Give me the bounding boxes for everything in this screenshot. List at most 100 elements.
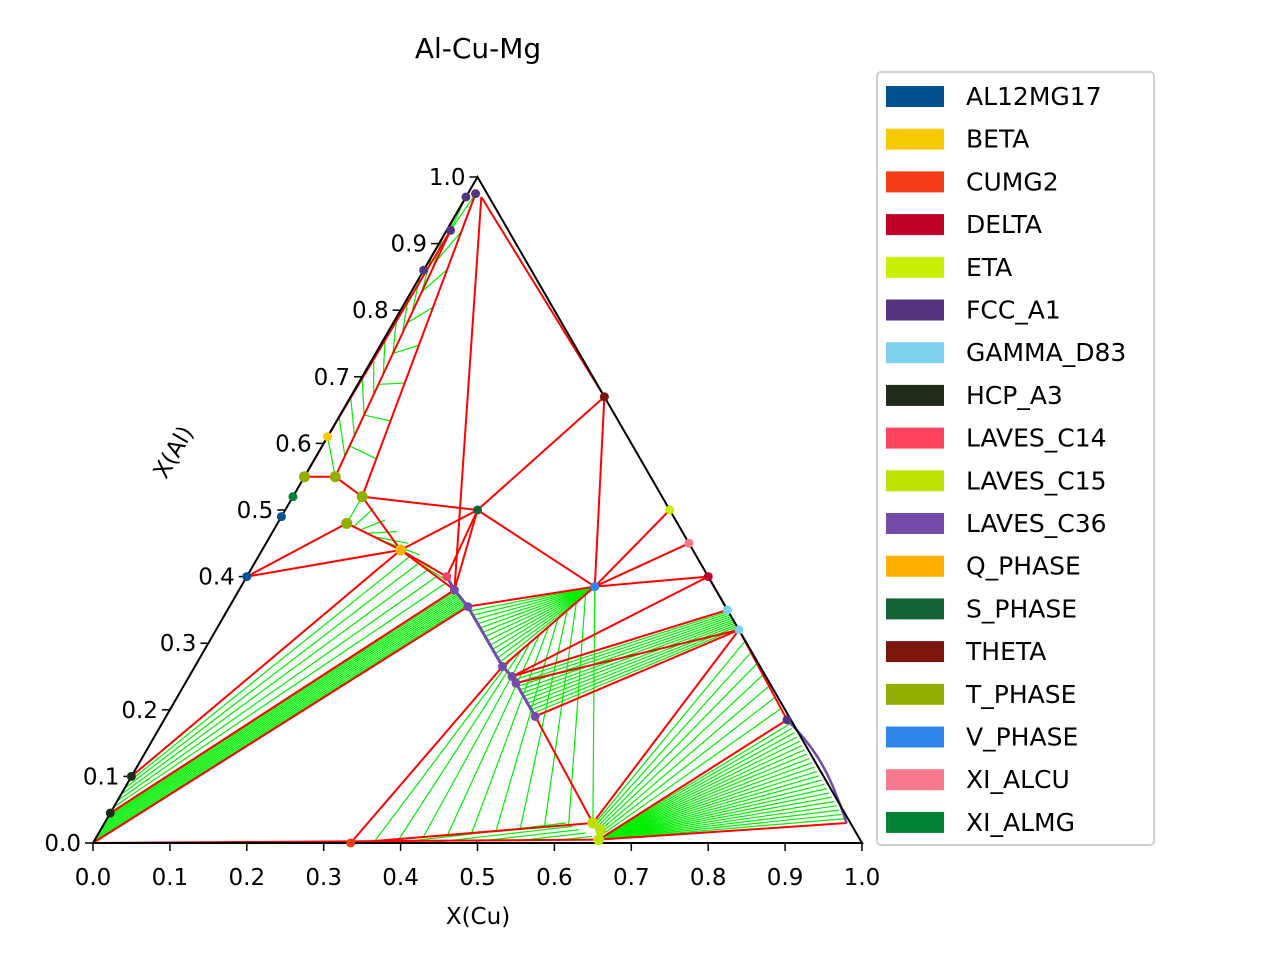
tie-line (595, 674, 764, 832)
tie-line (523, 619, 734, 698)
phase-boundary (511, 575, 709, 678)
legend: AL12MG17 BETA CUMG2 DELTA ETA FCC_A1 GAMMA_D83… (876, 71, 1155, 846)
tie-line (101, 597, 462, 829)
tie-line (533, 627, 739, 714)
tie-line-group (92, 193, 847, 844)
phase-boundary (349, 665, 504, 844)
phase-boundary (534, 715, 594, 824)
phase-boundary (594, 509, 671, 588)
phase-boundary (598, 718, 788, 841)
phase-boundary (598, 822, 847, 841)
x-tick-label: 0.6 (536, 865, 573, 891)
legend-swatch (886, 470, 944, 492)
tie-line (598, 792, 830, 841)
legend-swatch (886, 513, 944, 534)
tie-line (598, 762, 813, 841)
phase-point-theta (599, 392, 609, 402)
tie-line (598, 775, 820, 841)
x-tick-label: 0.5 (459, 865, 496, 891)
tie-line (95, 603, 466, 839)
legend-label: LAVES_C15 (966, 466, 1107, 495)
phase-boundary (361, 193, 477, 498)
tie-line (382, 336, 386, 375)
legend-swatch (886, 342, 944, 364)
tie-line (513, 610, 729, 681)
legend-label: ETA (966, 253, 1012, 282)
tie-line (494, 586, 596, 655)
legend-label: LAVES_C14 (966, 424, 1107, 453)
tie-line (593, 651, 752, 828)
tie-line (435, 231, 462, 262)
tie-line (497, 586, 596, 659)
phase-point-al12mg17 (276, 512, 286, 522)
y-tick-label: 0.0 (44, 831, 81, 857)
legend-swatch (886, 811, 944, 833)
legend-swatch (886, 598, 944, 620)
tie-line (421, 256, 432, 293)
tie-line (472, 586, 595, 616)
phase-point-laves_c36 (511, 678, 521, 688)
phase-point-t_phase (341, 517, 353, 529)
tie-line (568, 594, 587, 826)
tie-line (598, 757, 810, 841)
phase-point-xi_almg (288, 492, 298, 502)
phase-boundary (480, 196, 606, 398)
phase-markers (105, 189, 792, 848)
tie-line (598, 809, 840, 841)
tie-line (366, 531, 397, 534)
phase-point-laves_c36 (507, 672, 517, 681)
tie-line (598, 805, 837, 841)
phase-point-laves_c36 (449, 585, 459, 595)
y-axis: 0.0 0.1 0.2 0.3 0.4 0.5 0.6 0.7 0.8 0.9 1.0 (44, 165, 478, 857)
tie-line (446, 634, 540, 836)
tie-line (519, 615, 732, 691)
phase-point-v_phase (590, 582, 600, 592)
tie-line (471, 626, 550, 834)
y-tick-label: 1.0 (429, 165, 466, 191)
tie-line (107, 592, 457, 819)
tie-line (598, 779, 822, 841)
tie-line (519, 610, 568, 830)
phase-boundary (467, 585, 595, 608)
legend-label: FCC_A1 (966, 296, 1061, 325)
x-tick-label: 0.9 (767, 865, 804, 891)
tie-line (361, 376, 365, 416)
tie-line (482, 586, 595, 633)
y-tick-label: 0.8 (352, 298, 389, 324)
tie-line (527, 622, 736, 704)
phase-boundary (453, 509, 479, 591)
y-tick-label: 0.6 (275, 431, 312, 457)
phase-point-laves_c36 (463, 602, 473, 612)
legend-label: GAMMA_D83 (966, 338, 1126, 367)
phase-boundary (109, 589, 455, 814)
legend-swatch (886, 214, 944, 236)
tie-line (487, 586, 596, 642)
phase-boundary (362, 495, 478, 511)
phase-point-delta (703, 572, 713, 582)
y-tick-label: 0.7 (314, 365, 351, 391)
tie-line (598, 753, 808, 841)
tie-line (531, 625, 738, 711)
x-tick-label: 0.4 (382, 865, 419, 891)
legend-label: BETA (966, 125, 1029, 154)
legend-swatch (886, 555, 944, 577)
phase-point-gamma_d83 (722, 605, 732, 615)
tie-line (350, 396, 356, 436)
tie-line (593, 640, 746, 826)
tie-line (127, 556, 410, 783)
y-tick-label: 0.4 (198, 565, 235, 591)
tie-line (484, 586, 596, 638)
tie-line (475, 586, 595, 620)
tie-line (594, 663, 758, 830)
phase-boundary (400, 549, 456, 591)
x-tick-label: 0.1 (152, 865, 189, 891)
legend-swatch (886, 769, 944, 791)
phase-point-hcp_a3 (126, 771, 136, 781)
legend-swatch (886, 128, 944, 150)
legend-swatch (886, 726, 944, 748)
x-tick-label: 0.3 (305, 865, 342, 891)
legend-label: T_PHASE (965, 680, 1076, 709)
tie-line (113, 582, 446, 808)
phase-point-laves_c15 (593, 834, 605, 846)
